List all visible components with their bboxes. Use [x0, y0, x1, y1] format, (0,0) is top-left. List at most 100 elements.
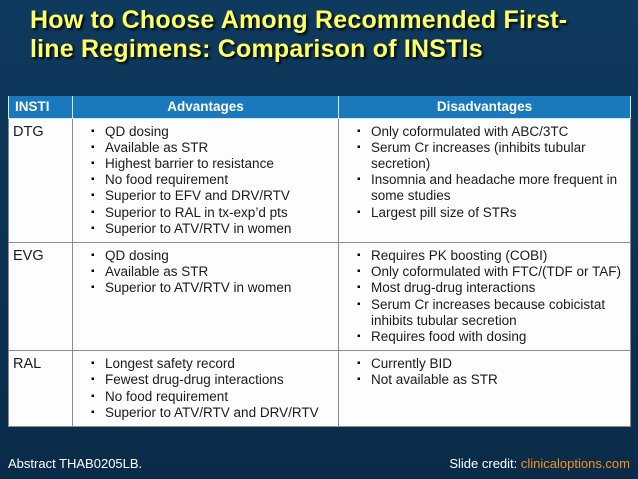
bullet-text: Largest pill size of STRs [371, 204, 517, 220]
insti-name: EVG [8, 241, 73, 352]
square-bullet-icon: ▪ [91, 206, 95, 218]
bullet-text: No food requirement [105, 388, 229, 404]
square-bullet-icon: ▪ [357, 330, 361, 342]
bullet-text: Superior to ATV/RTV in women [105, 280, 292, 296]
slide-credit-label: Slide credit: [449, 456, 521, 471]
bullet-item: ▪ QD dosing [77, 124, 334, 140]
bullet-item: ▪ Highest barrier to resistance [77, 156, 334, 172]
insti-name: RAL [8, 350, 73, 427]
disadvantages-cell: ▪ Only coformulated with ABC/3TC ▪ Serum Cr… [338, 117, 631, 243]
square-bullet-icon: ▪ [357, 298, 361, 310]
square-bullet-icon: ▪ [91, 157, 95, 169]
bullet-text: No food requirement [105, 172, 229, 188]
bullet-text: Available as STR [105, 264, 209, 280]
bullet-item: ▪ Available as STR [77, 264, 334, 280]
bullet-item: ▪ Largest pill size of STRs [343, 205, 626, 221]
bullet-item: ▪ Superior to ATV/RTV in women [77, 221, 334, 237]
bullet-text: Requires PK boosting (COBI) [371, 247, 548, 263]
square-bullet-icon: ▪ [91, 358, 95, 370]
insti-name: DTG [8, 117, 73, 243]
table-row: EVG ▪ QD dosing ▪ Available as STR ▪ Superior … [8, 241, 631, 352]
bullet-text: Superior to EFV and DRV/RTV [105, 188, 290, 204]
bullet-item: ▪ No food requirement [77, 172, 334, 188]
square-bullet-icon: ▪ [357, 374, 361, 386]
bullet-text: Longest safety record [105, 356, 235, 372]
bullet-item: ▪ Superior to RAL in tx-exp’d pts [77, 205, 334, 221]
square-bullet-icon: ▪ [91, 282, 95, 294]
bullet-text: Fewest drug-drug interactions [105, 372, 284, 388]
bullet-text: Currently BID [371, 356, 453, 372]
slide-footer: Abstract THAB0205LB. Slide credit: clini… [8, 456, 630, 471]
bullet-text: Highest barrier to resistance [105, 155, 274, 171]
bullet-text: QD dosing [105, 247, 169, 263]
bullet-text: Only coformulated with ABC/3TC [371, 123, 569, 139]
square-bullet-icon: ▪ [91, 125, 95, 137]
bullet-text: Superior to RAL in tx-exp’d pts [105, 204, 288, 220]
square-bullet-icon: ▪ [91, 390, 95, 402]
disadvantages-list: ▪ Currently BID ▪ Not available as STR [343, 356, 626, 388]
bullet-text: Serum Cr increases (inhibits tubular sec… [371, 139, 586, 171]
square-bullet-icon: ▪ [357, 358, 361, 370]
table-body: DTG ▪ QD dosing ▪ Available as STR ▪ Highest b… [8, 117, 631, 427]
bullet-text: Superior to ATV/RTV and DRV/RTV [105, 404, 319, 420]
square-bullet-icon: ▪ [91, 190, 95, 202]
col-header-insti: INSTI [8, 96, 73, 119]
bullet-item: ▪ No food requirement [77, 389, 334, 405]
bullet-item: ▪ Superior to EFV and DRV/RTV [77, 188, 334, 204]
square-bullet-icon: ▪ [357, 206, 361, 218]
abstract-reference: Abstract THAB0205LB. [8, 456, 143, 471]
bullet-item: ▪ Superior to ATV/RTV and DRV/RTV [77, 405, 334, 421]
bullet-text: Superior to ATV/RTV in women [105, 220, 292, 236]
bullet-text: QD dosing [105, 123, 169, 139]
bullet-text: Most drug-drug interactions [371, 280, 536, 296]
disadvantages-cell: ▪ Currently BID ▪ Not available as STR [338, 350, 631, 427]
square-bullet-icon: ▪ [357, 282, 361, 294]
bullet-item: ▪ Longest safety record [77, 356, 334, 372]
disadvantages-list: ▪ Requires PK boosting (COBI) ▪ Only coform… [343, 248, 626, 345]
bullet-text: Serum Cr increases because cobicistat in… [371, 296, 606, 328]
advantages-cell: ▪ Longest safety record ▪ Fewest drug-drug … [72, 350, 339, 427]
bullet-item: ▪ Insomnia and headache more frequent in … [343, 172, 626, 204]
square-bullet-icon: ▪ [91, 266, 95, 278]
bullet-text: Available as STR [105, 139, 209, 155]
advantages-cell: ▪ QD dosing ▪ Available as STR ▪ Superior to … [72, 241, 339, 352]
bullet-item: ▪ Serum Cr increases because cobicistat i… [343, 297, 626, 329]
slide-credit: Slide credit: clinicaloptions.com [449, 456, 630, 471]
square-bullet-icon: ▪ [91, 222, 95, 234]
square-bullet-icon: ▪ [357, 125, 361, 137]
bullet-item: ▪ Only coformulated with ABC/3TC [343, 124, 626, 140]
bullet-item: ▪ Most drug-drug interactions [343, 280, 626, 296]
col-header-advantages: Advantages [72, 96, 339, 119]
clinicaloptions-link[interactable]: clinicaloptions.com [520, 456, 630, 471]
square-bullet-icon: ▪ [91, 141, 95, 153]
bullet-item: ▪ Superior to ATV/RTV in women [77, 280, 334, 296]
bullet-item: ▪ Fewest drug-drug interactions [77, 372, 334, 388]
advantages-cell: ▪ QD dosing ▪ Available as STR ▪ Highest barr… [72, 117, 339, 243]
advantages-list: ▪ Longest safety record ▪ Fewest drug-drug … [77, 356, 334, 421]
square-bullet-icon: ▪ [91, 374, 95, 386]
insti-comparison-table: INSTI Advantages Disadvantages DTG ▪ QD do… [8, 96, 631, 427]
square-bullet-icon: ▪ [357, 141, 361, 153]
square-bullet-icon: ▪ [357, 174, 361, 186]
square-bullet-icon: ▪ [91, 174, 95, 186]
disadvantages-cell: ▪ Requires PK boosting (COBI) ▪ Only coform… [338, 241, 631, 352]
bullet-item: ▪ Only coformulated with FTC/(TDF or TAF) [343, 264, 626, 280]
square-bullet-icon: ▪ [91, 249, 95, 261]
square-bullet-icon: ▪ [357, 249, 361, 261]
bullet-text: Insomnia and headache more frequent in s… [371, 172, 618, 204]
square-bullet-icon: ▪ [91, 406, 95, 418]
bullet-text: Requires food with dosing [371, 328, 527, 344]
slide-title: How to Choose Among Recommended First-li… [30, 6, 568, 63]
col-header-disadvantages: Disadvantages [338, 96, 631, 119]
bullet-item: ▪ Serum Cr increases (inhibits tubular se… [343, 140, 626, 172]
disadvantages-list: ▪ Only coformulated with ABC/3TC ▪ Serum Cr… [343, 124, 626, 221]
square-bullet-icon: ▪ [357, 266, 361, 278]
table-row: DTG ▪ QD dosing ▪ Available as STR ▪ Highest b… [8, 117, 631, 243]
bullet-text: Not available as STR [371, 372, 498, 388]
advantages-list: ▪ QD dosing ▪ Available as STR ▪ Highest barr… [77, 124, 334, 237]
advantages-list: ▪ QD dosing ▪ Available as STR ▪ Superior to … [77, 248, 334, 297]
bullet-item: ▪ Currently BID [343, 356, 626, 372]
bullet-item: ▪ QD dosing [77, 248, 334, 264]
bullet-item: ▪ Requires food with dosing [343, 329, 626, 345]
